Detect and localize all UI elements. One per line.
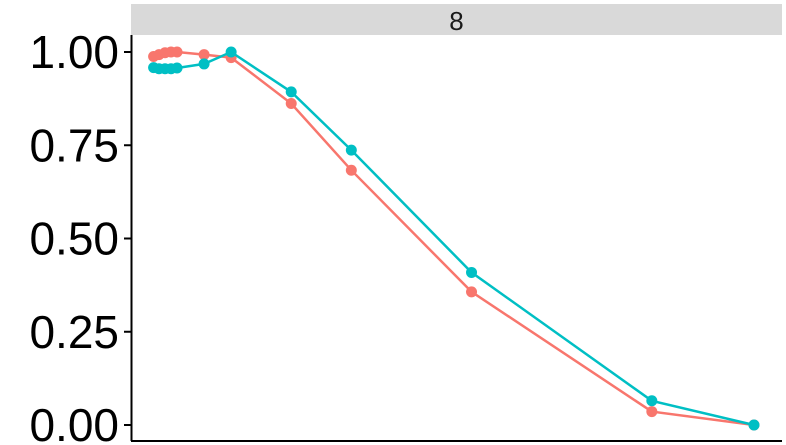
data-point xyxy=(285,86,297,98)
data-point xyxy=(198,58,210,70)
series-1 xyxy=(148,46,760,431)
facet-strip xyxy=(131,4,782,35)
data-point xyxy=(198,49,210,61)
series-layer xyxy=(148,46,760,431)
data-point xyxy=(646,406,658,418)
data-point xyxy=(345,144,357,156)
data-point xyxy=(225,46,237,58)
y-tick-label: 0.50 xyxy=(29,213,119,265)
data-point xyxy=(646,395,658,407)
data-point xyxy=(345,164,357,176)
series-line xyxy=(153,50,755,427)
y-tick-label: 0.25 xyxy=(29,306,119,358)
y-tick-label: 0.75 xyxy=(29,119,119,171)
series-line xyxy=(153,50,755,427)
data-point xyxy=(466,286,478,298)
y-axis-ticks: 0.00 0.25 0.50 0.75 1.00 xyxy=(29,26,131,445)
series-2 xyxy=(148,46,760,431)
data-point xyxy=(171,46,183,58)
data-point xyxy=(171,62,183,74)
facet-strip-label: 8 xyxy=(449,6,463,36)
y-tick-label: 0.00 xyxy=(29,399,119,445)
data-point xyxy=(748,419,760,431)
y-tick-label: 1.00 xyxy=(29,26,119,78)
data-point xyxy=(466,266,478,278)
data-point xyxy=(285,97,297,109)
